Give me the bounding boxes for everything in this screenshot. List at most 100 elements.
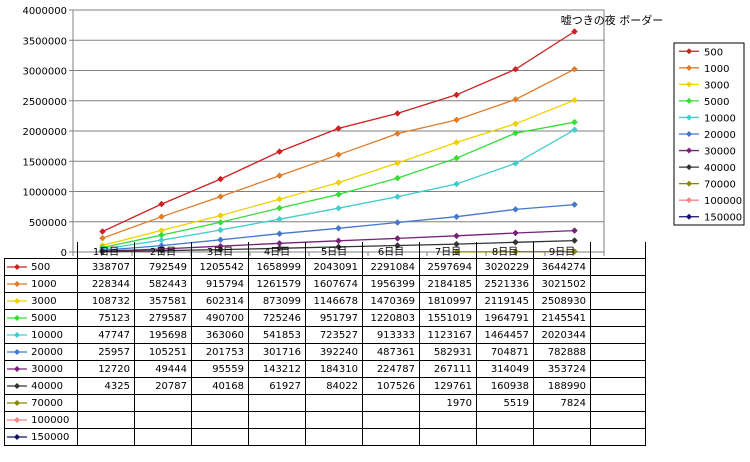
data-point — [571, 28, 578, 35]
data-point — [99, 234, 106, 242]
table-series-label: 100000 — [28, 414, 70, 426]
legend-label: 3000 — [704, 80, 729, 91]
data-point — [217, 175, 224, 183]
data-point — [158, 200, 165, 208]
table-blank-cell — [590, 377, 646, 395]
table-series-name: 10000 — [4, 326, 78, 344]
table-series-label: 1000 — [28, 278, 57, 290]
table-cell — [362, 428, 420, 446]
table-series-label: 5000 — [28, 312, 57, 324]
table-cell: 224787 — [362, 360, 420, 378]
table-cell: 725246 — [248, 309, 306, 327]
legend-marker — [686, 164, 692, 171]
table-cell: 201753 — [191, 343, 249, 361]
table-blank-cell — [590, 343, 646, 361]
legend-marker — [686, 81, 692, 88]
table-cell: 1956399 — [362, 275, 420, 293]
legend-item: 10000 — [679, 113, 736, 124]
table-series-label: 40000 — [28, 380, 63, 392]
table-series-label: 70000 — [28, 397, 63, 409]
table-cell: 490700 — [191, 309, 249, 327]
table-cell: 1123167 — [419, 326, 477, 344]
data-point — [453, 180, 460, 188]
y-tick-label: 1000000 — [22, 188, 67, 199]
table-row: 5000 75123 279587 490700 725246 951797 1220803… — [4, 309, 646, 327]
table-blank-cell — [590, 428, 646, 446]
table-cell: 1810997 — [419, 292, 477, 310]
table-cell: 5519 — [476, 394, 534, 412]
table-cell: 1470369 — [362, 292, 420, 310]
table-cell: 392240 — [305, 343, 363, 361]
table-cell — [248, 428, 306, 446]
table-row: 500 338707 792549 1205542 1658999 2043091 2291… — [4, 258, 646, 276]
table-series-marker — [7, 382, 27, 389]
table-cell: 107526 — [362, 377, 420, 395]
table-cell: 47747 — [77, 326, 135, 344]
legend-marker — [686, 147, 692, 154]
series-lines — [99, 28, 578, 256]
legend-item: 30000 — [679, 147, 736, 158]
table-cell: 582443 — [134, 275, 192, 293]
table-cell: 1970 — [419, 394, 477, 412]
legend-marker — [686, 213, 692, 220]
table-cell: 2043091 — [305, 258, 363, 276]
data-point — [571, 96, 578, 104]
table-cell: 951797 — [305, 309, 363, 327]
data-point — [394, 219, 401, 226]
table-cell: 314049 — [476, 360, 534, 378]
x-tick-label: 4日目 — [248, 242, 306, 259]
legend-label: 500 — [704, 47, 723, 58]
table-series-name: 70000 — [4, 394, 78, 412]
data-point — [335, 125, 342, 132]
data-point — [512, 120, 519, 128]
table-cell: 782888 — [533, 343, 591, 361]
table-row: 3000 108732 357581 602314 873099 1146678 14703… — [4, 292, 646, 310]
table-cell: 25957 — [77, 343, 135, 361]
table-cell: 49444 — [134, 360, 192, 378]
table-series-label: 30000 — [28, 363, 63, 375]
series-line — [102, 99, 575, 247]
table-cell: 2291084 — [362, 258, 420, 276]
table-row: 1000 228344 582443 915794 1261579 1607674 1956… — [4, 275, 646, 293]
legend-item: 70000 — [679, 180, 736, 191]
data-table: 1日目 2日目 3日目 4日目 5日目 6日目 7日目 8日目 9日目 500 338707 792… — [4, 242, 646, 446]
table-series-marker — [7, 348, 27, 355]
table-cell — [362, 411, 420, 429]
legend-label: 1000 — [704, 64, 729, 75]
table-series-name: 150000 — [4, 428, 78, 446]
table-cell: 301716 — [248, 343, 306, 361]
table-blank-cell — [590, 258, 646, 276]
table-blank-cell — [590, 309, 646, 327]
x-tick-label: 7日目 — [419, 242, 477, 259]
table-cell: 267111 — [419, 360, 477, 378]
table-series-name: 20000 — [4, 343, 78, 361]
table-series-name: 3000 — [4, 292, 78, 310]
table-cell: 915794 — [191, 275, 249, 293]
table-cell: 541853 — [248, 326, 306, 344]
table-series-label: 150000 — [28, 431, 70, 443]
table-cell: 2184185 — [419, 275, 477, 293]
y-tick-label: 2000000 — [22, 127, 67, 138]
table-cell: 184310 — [305, 360, 363, 378]
table-cell: 1205542 — [191, 258, 249, 276]
table-blank-header — [590, 242, 646, 259]
table-cell: 12720 — [77, 360, 135, 378]
table-cell: 1551019 — [419, 309, 477, 327]
data-point — [217, 226, 224, 234]
table-series-name: 40000 — [4, 377, 78, 395]
legend-item: 100000 — [679, 196, 742, 207]
table-cell: 3020229 — [476, 258, 534, 276]
table-cell: 75123 — [77, 309, 135, 327]
data-point — [453, 116, 460, 124]
y-tick-label: 1500000 — [22, 157, 67, 168]
legend-label: 10000 — [704, 113, 736, 124]
table-cell — [77, 411, 135, 429]
data-point — [394, 130, 401, 137]
legend-marker — [686, 48, 692, 55]
data-point — [512, 65, 519, 73]
table-series-name: 500 — [4, 258, 78, 276]
data-point — [571, 126, 578, 134]
table-blank-cell — [590, 275, 646, 293]
table-cell: 1220803 — [362, 309, 420, 327]
data-point — [453, 232, 460, 240]
